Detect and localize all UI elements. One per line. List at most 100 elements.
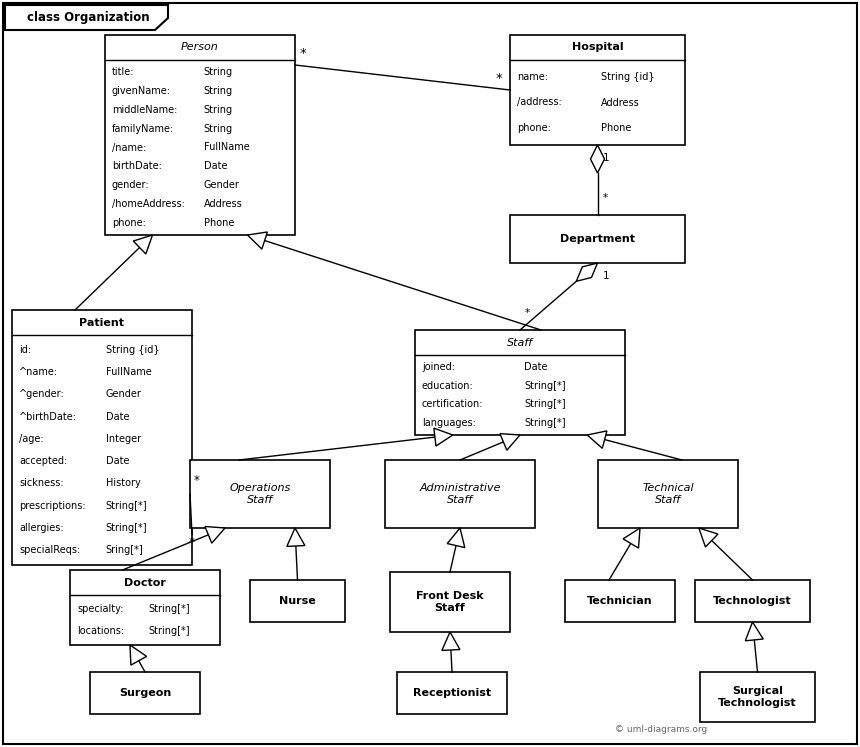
Text: Gender: Gender xyxy=(204,180,240,190)
Text: /age:: /age: xyxy=(19,434,44,444)
Text: Phone: Phone xyxy=(204,218,234,228)
Polygon shape xyxy=(133,235,152,254)
Text: Integer: Integer xyxy=(106,434,141,444)
Text: Date: Date xyxy=(106,412,129,421)
Text: ^birthDate:: ^birthDate: xyxy=(19,412,77,421)
Polygon shape xyxy=(447,528,464,548)
Text: Sring[*]: Sring[*] xyxy=(106,545,144,556)
Text: *: * xyxy=(525,308,530,318)
Text: Staff: Staff xyxy=(507,338,533,347)
Polygon shape xyxy=(442,632,460,651)
Bar xyxy=(190,460,330,528)
Polygon shape xyxy=(746,622,763,641)
Polygon shape xyxy=(699,528,718,547)
Text: String {id}: String {id} xyxy=(106,344,159,355)
Text: History: History xyxy=(106,479,140,489)
Text: /homeAddress:: /homeAddress: xyxy=(112,199,185,209)
Text: 1: 1 xyxy=(603,271,609,281)
Text: 1: 1 xyxy=(603,153,609,163)
Polygon shape xyxy=(248,232,267,249)
Bar xyxy=(415,330,625,435)
Text: id:: id: xyxy=(19,344,31,355)
Bar xyxy=(385,460,535,528)
Text: String[*]: String[*] xyxy=(525,381,566,391)
Text: sickness:: sickness: xyxy=(19,479,64,489)
Text: String: String xyxy=(204,124,233,134)
Bar xyxy=(70,570,220,645)
Text: Receptionist: Receptionist xyxy=(413,688,491,698)
Bar xyxy=(105,35,295,235)
Text: Technologist: Technologist xyxy=(713,596,792,606)
Text: ^name:: ^name: xyxy=(19,367,58,376)
Text: *: * xyxy=(194,474,200,487)
Text: phone:: phone: xyxy=(112,218,146,228)
Text: Administrative
Staff: Administrative Staff xyxy=(420,483,501,505)
Text: /address:: /address: xyxy=(517,98,562,108)
Text: ^gender:: ^gender: xyxy=(19,389,64,399)
Polygon shape xyxy=(587,431,607,448)
Text: certification:: certification: xyxy=(422,400,483,409)
Bar xyxy=(695,580,810,622)
Text: Doctor: Doctor xyxy=(124,577,166,587)
Text: accepted:: accepted: xyxy=(19,456,67,466)
Text: *: * xyxy=(300,47,307,60)
Text: allergies:: allergies: xyxy=(19,523,64,533)
Polygon shape xyxy=(287,528,304,546)
Text: locations:: locations: xyxy=(77,626,124,636)
Text: birthDate:: birthDate: xyxy=(112,161,162,171)
Text: Department: Department xyxy=(560,234,635,244)
Bar xyxy=(598,460,738,528)
Text: Technician: Technician xyxy=(587,596,653,606)
Text: String[*]: String[*] xyxy=(148,626,189,636)
Text: String: String xyxy=(204,67,233,77)
Bar xyxy=(250,580,345,622)
Text: FullName: FullName xyxy=(204,143,249,152)
Bar xyxy=(565,580,675,622)
Text: gender:: gender: xyxy=(112,180,150,190)
Text: FullName: FullName xyxy=(106,367,151,376)
Text: Date: Date xyxy=(106,456,129,466)
Text: *: * xyxy=(189,536,195,549)
Polygon shape xyxy=(623,528,640,548)
Text: Operations
Staff: Operations Staff xyxy=(230,483,291,505)
Text: String[*]: String[*] xyxy=(106,523,147,533)
Text: title:: title: xyxy=(112,67,134,77)
Text: String[*]: String[*] xyxy=(106,500,147,511)
Text: Date: Date xyxy=(204,161,227,171)
Text: specialReqs:: specialReqs: xyxy=(19,545,80,556)
Text: *: * xyxy=(603,193,608,203)
Text: givenName:: givenName: xyxy=(112,86,171,96)
Text: Technical
Staff: Technical Staff xyxy=(642,483,694,505)
Text: © uml-diagrams.org: © uml-diagrams.org xyxy=(615,725,707,734)
Polygon shape xyxy=(5,5,168,30)
Text: phone:: phone: xyxy=(517,123,551,133)
Text: Surgeon: Surgeon xyxy=(119,688,171,698)
Text: Hospital: Hospital xyxy=(572,43,623,52)
Text: class Organization: class Organization xyxy=(27,11,150,25)
Text: Surgical
Technologist: Surgical Technologist xyxy=(718,686,797,708)
Text: String: String xyxy=(204,86,233,96)
Text: education:: education: xyxy=(422,381,474,391)
Polygon shape xyxy=(576,263,598,282)
Text: Address: Address xyxy=(204,199,243,209)
Text: name:: name: xyxy=(517,72,548,81)
Text: Date: Date xyxy=(525,362,548,372)
Polygon shape xyxy=(591,145,605,173)
Text: String[*]: String[*] xyxy=(148,604,189,614)
Text: joined:: joined: xyxy=(422,362,455,372)
Text: Gender: Gender xyxy=(106,389,142,399)
Text: languages:: languages: xyxy=(422,418,476,428)
Text: *: * xyxy=(496,72,503,85)
Text: prescriptions:: prescriptions: xyxy=(19,500,86,511)
Bar xyxy=(397,672,507,714)
Polygon shape xyxy=(205,527,225,543)
Text: middleName:: middleName: xyxy=(112,105,177,115)
Text: Person: Person xyxy=(181,43,219,52)
Text: familyName:: familyName: xyxy=(112,124,175,134)
Text: String[*]: String[*] xyxy=(525,400,566,409)
Bar xyxy=(90,672,200,714)
Bar xyxy=(12,310,192,565)
Text: Phone: Phone xyxy=(601,123,631,133)
Polygon shape xyxy=(434,428,453,446)
Text: /name:: /name: xyxy=(112,143,146,152)
